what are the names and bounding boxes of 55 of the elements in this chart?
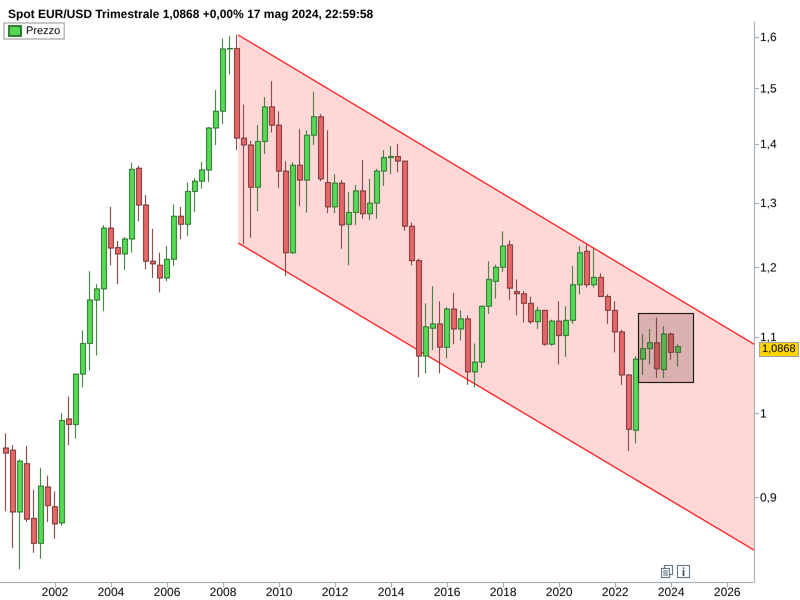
candlestick (17, 458, 23, 570)
candlestick (360, 159, 366, 220)
y-tick-label: 1,5 (760, 82, 778, 96)
x-tick-label: 2004 (98, 585, 125, 599)
candlestick (654, 317, 660, 379)
candlestick (535, 306, 541, 330)
candlestick (465, 314, 471, 386)
y-tick-label: 1,2 (760, 260, 778, 274)
candlestick (444, 306, 450, 359)
candlestick (542, 309, 548, 346)
candlestick (66, 396, 72, 446)
candlestick (549, 319, 555, 346)
x-tick-label: 2008 (210, 585, 237, 599)
x-tick-label: 2010 (266, 585, 293, 599)
candlestick (297, 128, 303, 207)
candlestick (38, 467, 44, 560)
candlestick (339, 180, 345, 250)
candlestick (458, 310, 464, 342)
x-tick-label: 2020 (546, 585, 573, 599)
candlestick (556, 300, 562, 365)
candlestick (507, 240, 513, 300)
candlestick (318, 114, 324, 182)
chart-title: Spot EUR/USD Trimestrale 1,0868 +0,00% 17 mag 2024, 22:59:58 (8, 7, 374, 21)
x-tick-label: 2016 (434, 585, 461, 599)
candlestick (45, 475, 51, 523)
y-tick-label: 1,6 (760, 30, 778, 44)
candlestick (325, 130, 331, 214)
x-tick-label: 2026 (714, 585, 741, 599)
candlestick (661, 326, 667, 379)
x-tick-label: 2018 (490, 585, 517, 599)
candlestick (668, 332, 674, 360)
x-tick-label: 2012 (322, 585, 349, 599)
y-tick-label: 0,9 (760, 490, 778, 505)
candlestick (591, 248, 597, 288)
x-tick-label: 2002 (42, 585, 69, 599)
y-tick-label: 1,3 (760, 196, 778, 210)
x-tick-label: 2006 (154, 585, 181, 599)
candlestick (157, 252, 163, 293)
y-tick-label: 1,4 (760, 136, 778, 151)
x-tick-label: 2024 (658, 585, 685, 599)
x-tick-label: 2022 (602, 585, 629, 599)
candlestick (290, 162, 296, 255)
candlestick (332, 174, 338, 214)
x-tick-label: 2014 (378, 585, 405, 599)
candlestick (178, 206, 184, 240)
candlestick (675, 344, 681, 368)
candlestick (584, 244, 590, 288)
y-tick-label: 1 (760, 406, 767, 420)
candlestick (437, 300, 443, 374)
legend-label: Prezzo (26, 25, 60, 37)
y-tick-label: 1,1 (760, 330, 778, 344)
candlestick (59, 412, 65, 526)
candlestick (451, 292, 457, 345)
text: 1,0868 (759, 342, 799, 357)
candlestick (52, 490, 58, 540)
